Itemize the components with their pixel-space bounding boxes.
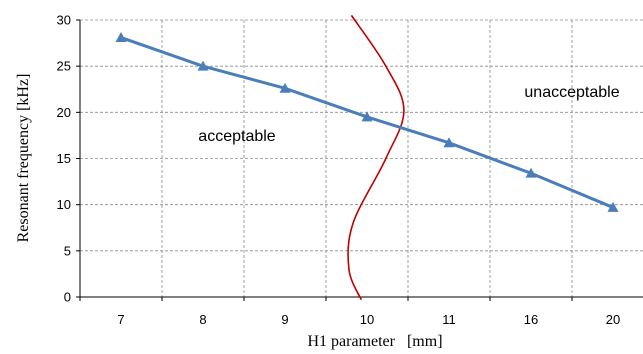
y-tick-label: 5 [64, 243, 71, 258]
x-tick-label: 9 [281, 312, 288, 327]
data-point-marker [361, 111, 373, 122]
x-tick-label: 20 [606, 312, 620, 327]
x-tick-label: 7 [117, 312, 124, 327]
data-point-marker [115, 32, 127, 42]
boundary-curve [347, 14, 405, 301]
y-tick-labels: 0 5 10 15 20 25 30 [57, 13, 80, 305]
data-point-marker [607, 201, 619, 212]
data-point-marker [525, 167, 537, 178]
y-tick-label: 30 [57, 13, 71, 28]
x-tick-label: 10 [360, 312, 374, 327]
data-point-marker [197, 60, 209, 71]
y-tick-label: 20 [57, 105, 71, 120]
y-tick-label: 25 [57, 59, 71, 74]
x-tick-labels: 7 8 9 10 11 16 20 [79, 297, 620, 327]
x-tick-label: 8 [199, 312, 206, 327]
grid [80, 19, 643, 297]
x-tick-label: 16 [524, 312, 538, 327]
series-line [120, 36, 614, 209]
y-tick-label: 0 [64, 290, 71, 305]
y-tick-label: 10 [57, 197, 71, 212]
series-markers [115, 32, 619, 212]
data-point-marker [443, 137, 455, 148]
region-label-acceptable: acceptable [198, 128, 275, 145]
y-tick-label: 15 [57, 151, 71, 166]
region-label-unacceptable: unacceptable [524, 84, 619, 101]
data-point-marker [279, 82, 291, 93]
x-tick-label: 11 [442, 312, 456, 327]
y-axis-title: Resonant frequency [kHz] [15, 74, 32, 243]
x-axis-title: H1 parameter [mm] [307, 333, 442, 350]
